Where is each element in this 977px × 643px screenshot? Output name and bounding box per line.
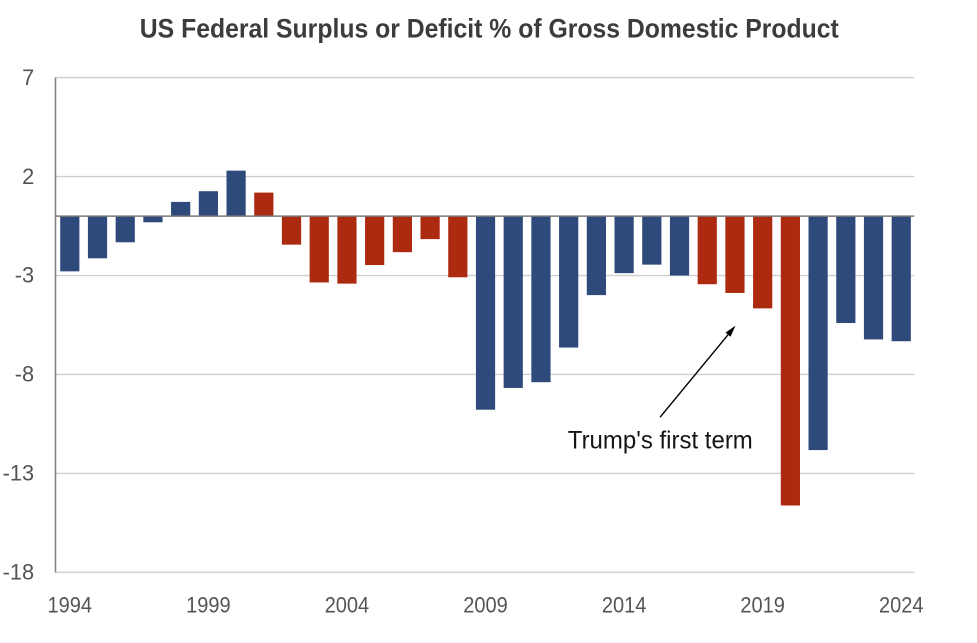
svg-text:7: 7 xyxy=(22,65,34,90)
svg-text:1999: 1999 xyxy=(186,593,231,618)
svg-text:1994: 1994 xyxy=(48,593,93,618)
svg-text:2024: 2024 xyxy=(879,593,924,618)
svg-text:-8: -8 xyxy=(15,362,34,387)
svg-text:US Federal Surplus or Deficit: US Federal Surplus or Deficit % of Gross… xyxy=(140,14,839,44)
svg-text:2009: 2009 xyxy=(463,593,508,618)
svg-text:Trump's first term: Trump's first term xyxy=(568,427,753,454)
svg-text:2004: 2004 xyxy=(325,593,370,618)
svg-text:-18: -18 xyxy=(3,560,35,585)
svg-text:2: 2 xyxy=(22,164,34,189)
svg-text:-13: -13 xyxy=(3,461,35,486)
svg-text:2019: 2019 xyxy=(740,593,785,618)
svg-text:-3: -3 xyxy=(15,263,34,288)
svg-text:2014: 2014 xyxy=(602,593,647,618)
